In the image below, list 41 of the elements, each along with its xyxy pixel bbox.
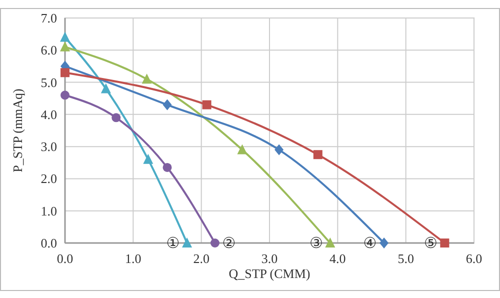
y-tick-label: 4.0 bbox=[40, 106, 57, 122]
y-tick-label: 7.0 bbox=[40, 10, 57, 26]
point bbox=[440, 238, 450, 248]
series-label: ⑤ bbox=[424, 234, 438, 252]
y-tick-label: 5.0 bbox=[40, 74, 57, 90]
point bbox=[237, 144, 248, 154]
point bbox=[100, 83, 111, 94]
point bbox=[162, 99, 172, 110]
point bbox=[112, 113, 121, 122]
series-label: ② bbox=[222, 234, 236, 252]
point bbox=[60, 90, 70, 100]
x-tick-label: 6.0 bbox=[466, 251, 482, 266]
y-tick-label: 3.0 bbox=[40, 139, 57, 154]
x-tick-label: 2.0 bbox=[193, 251, 210, 266]
point bbox=[143, 154, 154, 164]
series-label: ① bbox=[166, 234, 180, 252]
x-tick-label: 3.0 bbox=[261, 251, 278, 266]
x-tick-label: 5.0 bbox=[398, 251, 414, 266]
y-tick-label: 0.0 bbox=[40, 236, 57, 250]
y-tick-label: 2.0 bbox=[40, 171, 57, 186]
point bbox=[380, 238, 389, 248]
y-axis-title: P_STP (mmAq) bbox=[10, 88, 25, 172]
point bbox=[60, 32, 70, 42]
point bbox=[60, 68, 70, 78]
series-label: ④ bbox=[363, 234, 377, 252]
point bbox=[142, 74, 152, 84]
y-tick-label: 1.0 bbox=[40, 203, 57, 218]
point bbox=[60, 41, 70, 52]
point bbox=[182, 238, 192, 248]
point bbox=[162, 162, 172, 172]
x-axis-title: Q_STP (CMM) bbox=[228, 266, 310, 281]
x-tick-label: 1.0 bbox=[125, 251, 142, 266]
point bbox=[210, 238, 220, 248]
x-tick-label: 4.0 bbox=[330, 251, 346, 266]
x-tick-label: 0.0 bbox=[56, 251, 74, 266]
point bbox=[202, 100, 212, 110]
series-label: ③ bbox=[309, 234, 323, 252]
point bbox=[325, 238, 336, 248]
point bbox=[313, 150, 322, 160]
point bbox=[274, 144, 284, 156]
y-tick-label: 6.0 bbox=[40, 42, 57, 58]
